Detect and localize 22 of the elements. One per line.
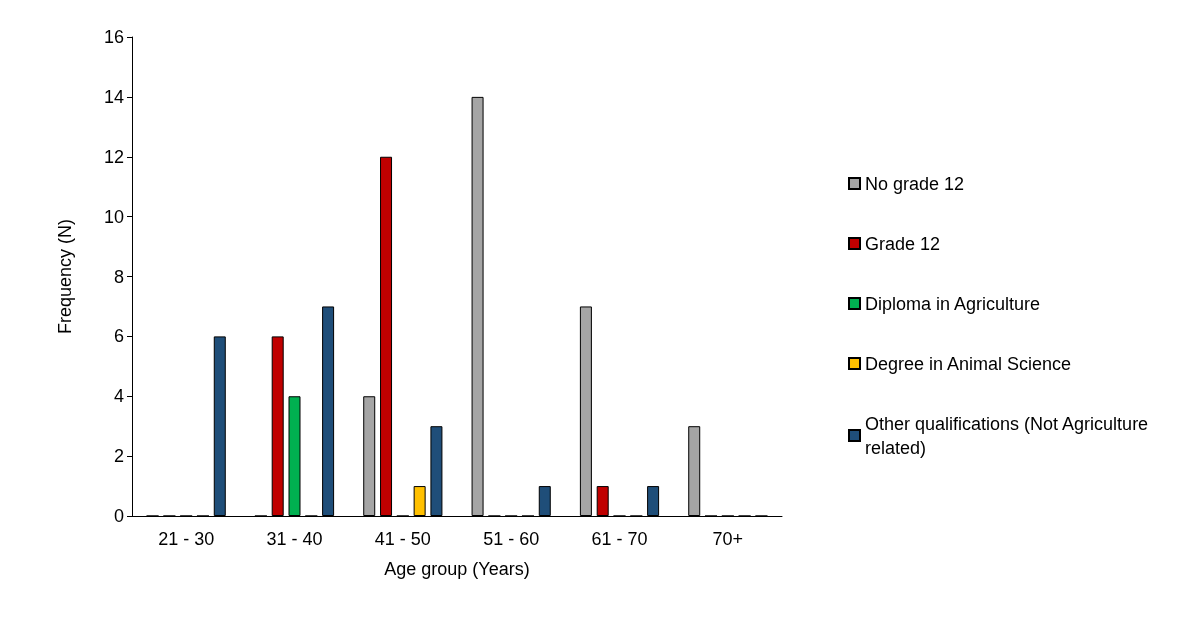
legend-label: Grade 12 — [865, 233, 941, 254]
legend-label: Other qualifications (Not Agriculture related) — [865, 413, 1154, 458]
x-tick-label: 61 - 70 — [591, 529, 648, 549]
y-tick-label: 0 — [113, 506, 124, 526]
x-tick-label: 51 - 60 — [483, 529, 540, 549]
y-tick-label: 6 — [113, 326, 124, 347]
legend-label: Diploma in Agriculture — [865, 293, 1041, 314]
y-axis-title: Frequency (N) — [55, 218, 75, 335]
x-axis-title: Age group (Years) — [384, 559, 530, 579]
y-tick-label: 16 — [103, 27, 124, 47]
x-tick-label: 70+ — [712, 529, 744, 549]
y-tick-label: 10 — [103, 206, 124, 227]
y-tick-label: 4 — [113, 386, 124, 407]
x-tick-label: 41 - 50 — [374, 529, 431, 549]
x-tick-label: 21 - 30 — [158, 529, 215, 549]
x-tick-label: 31 - 40 — [266, 529, 323, 549]
legend-label: Degree in Animal Science — [865, 353, 1072, 374]
y-tick-label: 2 — [113, 446, 124, 467]
y-tick-label: 14 — [103, 86, 124, 107]
y-tick-label: 8 — [113, 266, 124, 287]
legend-label: No grade 12 — [865, 173, 965, 194]
y-tick-label: 12 — [103, 146, 124, 167]
